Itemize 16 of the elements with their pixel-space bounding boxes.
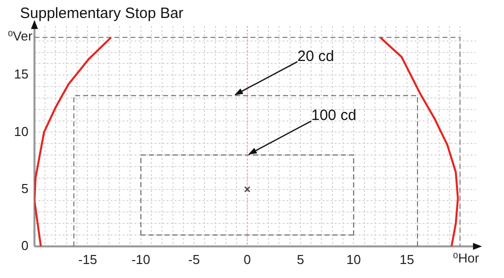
y-axis-title: ⁰Ver [8,28,34,44]
x-tick-label: 10 [346,252,361,267]
x-axis-title: ⁰Hor [452,250,480,266]
chart-title: Supplementary Stop Bar [20,5,184,22]
x-tick-label: -15 [78,252,98,267]
y-tick-label: 5 [21,180,28,196]
y-tick-label: 15 [14,66,28,82]
x-tick-label: -5 [188,252,200,267]
annotation: 100 cd [311,107,356,124]
x-tick-label: -10 [131,252,150,267]
annotation: 20 cd [297,48,334,65]
y-tick-label: 10 [14,124,28,139]
x-tick-label: 0 [244,252,251,267]
x-tick-label: 15 [400,252,414,267]
x-tick-label: 5 [296,252,304,267]
y-tick-label: 0 [21,238,28,253]
